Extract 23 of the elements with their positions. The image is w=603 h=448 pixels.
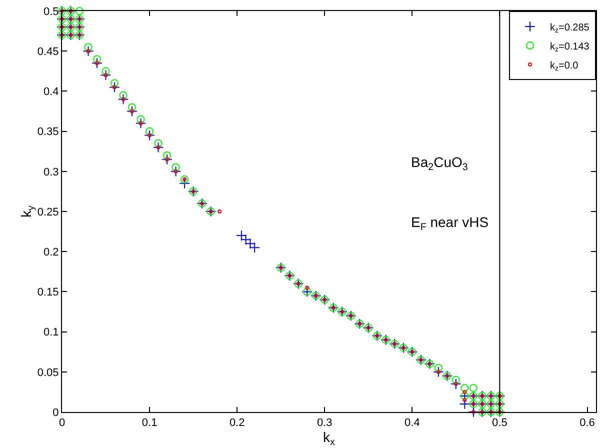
annotation: Ba$_{2}$CuO$_{3}$ (411, 154, 468, 173)
y-tick-label: 0.5 (44, 6, 59, 18)
x-tick-label: 0.6 (580, 417, 595, 430)
x-axis-title: k$_{x}$ (323, 429, 336, 448)
y-tick-label: 0.1 (44, 326, 59, 339)
legend-label: k$_{z}$=0.143 (550, 41, 590, 54)
x-tick-label: 0.3 (316, 417, 332, 430)
annotation: E$_{F}$ near vHS (411, 214, 489, 233)
x-tick-label: 0.2 (229, 417, 245, 430)
y-tick-label: 0.35 (37, 126, 59, 138)
legend-label: k$_{z}$=0.285 (550, 22, 590, 34)
y-tick-label: 0.2 (44, 246, 59, 258)
y-tick-label: 0.05 (37, 366, 59, 379)
y-tick-label: 0.25 (37, 206, 59, 218)
y-tick-label: 0.4 (44, 86, 59, 98)
y-tick-label: 0.45 (37, 46, 59, 58)
legend-label: k$_{z}$=0.0 (550, 60, 579, 72)
y-tick-label: 0.15 (37, 286, 59, 299)
y-tick-label: 0.3 (44, 166, 59, 178)
y-tick-label: 0 (52, 406, 59, 419)
x-tick-label: 0.5 (492, 417, 508, 430)
x-tick-label: 0.4 (404, 417, 420, 430)
x-tick-label: 0.1 (142, 417, 158, 430)
